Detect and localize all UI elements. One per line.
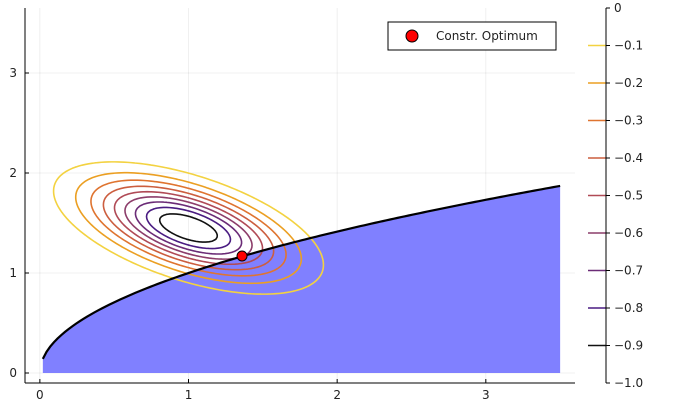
x-tick-label-0: 0 xyxy=(36,388,44,402)
contour-lines-layer xyxy=(52,161,325,295)
constraint-boundary-curve xyxy=(41,184,561,360)
colorbar-tick-label-0: 0 xyxy=(614,1,622,15)
colorbar-tick-label-1: −0.1 xyxy=(614,39,643,53)
colorbar-tick-label-4: −0.4 xyxy=(614,151,643,165)
contour-level-1 xyxy=(52,161,325,295)
x-tick-label-1: 1 xyxy=(185,388,193,402)
colorbar-tick-label-6: −0.6 xyxy=(614,226,643,240)
legend-marker-0 xyxy=(405,29,419,43)
y-axis-ticks: 0 1 2 3 xyxy=(9,66,29,380)
constrained-optimum-point xyxy=(236,250,248,262)
axes-frame xyxy=(24,8,575,384)
feasible-region-layer xyxy=(42,185,561,373)
contour-level-2 xyxy=(74,171,303,285)
contour-level-5 xyxy=(113,190,264,266)
contour-level-7 xyxy=(134,201,243,255)
y-tick-label-3: 3 xyxy=(9,66,17,80)
colorbar-tick-label-2: −0.2 xyxy=(614,76,643,90)
y-tick-label-2: 2 xyxy=(9,166,17,180)
contour-level-3 xyxy=(90,179,287,277)
x-tick-label-2: 2 xyxy=(333,388,341,402)
feasible-region-fill xyxy=(42,185,561,373)
optimum-layer xyxy=(236,250,248,262)
contour-level-9 xyxy=(158,213,219,243)
contour-level-4 xyxy=(102,185,275,271)
colorbar-tick-label-8: −0.8 xyxy=(614,301,643,315)
legend: Constr. Optimum xyxy=(387,21,557,51)
x-tick-label-3: 3 xyxy=(482,388,490,402)
colorbar-tick-label-7: −0.7 xyxy=(614,264,643,278)
colorbar: 0 −0.1 −0.2 −0.3 −0.4 −0.5 −0.6 −0.7 −0.8 −0.9 −1.… xyxy=(588,1,643,390)
contour-level-8 xyxy=(145,206,232,250)
colorbar-tick-label-3: −0.3 xyxy=(614,114,643,128)
constraint-boundary-layer xyxy=(41,184,561,360)
legend-label-0: Constr. Optimum xyxy=(436,29,538,43)
colorbar-tick-label-9: −0.9 xyxy=(614,339,643,353)
x-axis-ticks: 0 1 2 3 xyxy=(36,379,490,402)
y-tick-label-0: 0 xyxy=(9,366,17,380)
y-tick-label-1: 1 xyxy=(9,266,17,280)
colorbar-tick-label-10: −1.0 xyxy=(614,376,643,390)
colorbar-tick-label-5: −0.5 xyxy=(614,189,643,203)
